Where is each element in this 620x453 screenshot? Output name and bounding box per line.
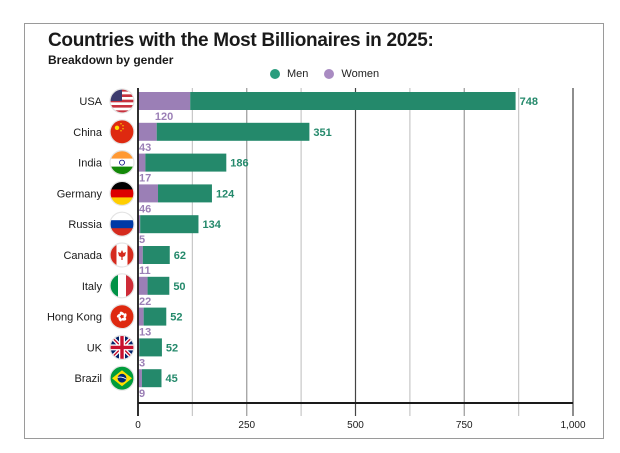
- bar-men-usa: [190, 92, 516, 110]
- data-label-women: 9: [139, 388, 145, 400]
- chart-subtitle: Breakdown by gender: [48, 53, 174, 67]
- bar-women-india: [138, 153, 146, 172]
- usa-flag-icon: [109, 88, 135, 114]
- legend-swatch-men: [270, 69, 280, 79]
- legend-item-women: Women: [324, 68, 379, 80]
- bar-men-china: [156, 122, 310, 141]
- data-label-women: 43: [139, 142, 151, 154]
- data-label-men: 62: [174, 250, 186, 262]
- data-label-women: 46: [139, 203, 151, 215]
- bar-women-china: [138, 122, 157, 141]
- category-label: Russia: [68, 219, 103, 231]
- russia-flag-icon: [109, 211, 135, 237]
- data-label-men: 748: [520, 96, 538, 108]
- bar-men-russia: [140, 215, 199, 234]
- chart-title: Countries with the Most Billionaires in …: [48, 30, 434, 51]
- china-flag-icon: [109, 119, 135, 145]
- bar-women-canada: [138, 246, 143, 264]
- category-label: India: [78, 158, 103, 170]
- category-label: Canada: [63, 250, 102, 262]
- data-label-men: 50: [173, 281, 185, 293]
- x-tick-label: 500: [347, 420, 364, 431]
- category-label: Hong Kong: [47, 312, 102, 324]
- legend: Men Women: [270, 68, 395, 80]
- category-label: UK: [87, 342, 103, 354]
- data-label-women: 120: [155, 111, 173, 123]
- x-tick-label: 250: [238, 420, 255, 431]
- data-label-women: 11: [139, 265, 151, 277]
- legend-swatch-women: [324, 69, 335, 79]
- canada-flag-icon: [109, 242, 135, 268]
- data-label-men: 52: [166, 342, 178, 354]
- category-label: Italy: [82, 281, 103, 293]
- bar-women-brazil: [138, 369, 142, 388]
- data-label-men: 186: [230, 158, 248, 170]
- x-tick-label: 1,000: [560, 420, 585, 431]
- data-label-men: 134: [202, 219, 221, 231]
- india-flag-icon: [109, 150, 135, 176]
- bar-women-italy: [138, 276, 148, 295]
- data-label-women: 5: [139, 234, 145, 246]
- legend-label-men: Men: [287, 68, 309, 80]
- category-label: Germany: [57, 188, 103, 200]
- bar-women-germany: [138, 184, 159, 203]
- data-label-women: 13: [139, 327, 151, 339]
- data-label-women: 3: [139, 357, 145, 369]
- brazil-flag-icon: [109, 365, 135, 391]
- x-tick-label: 750: [456, 420, 473, 431]
- legend-item-men: Men: [270, 68, 308, 80]
- italy-flag-icon: [109, 273, 135, 299]
- data-label-men: 351: [313, 127, 331, 139]
- data-label-men: 52: [170, 312, 182, 324]
- legend-label-women: Women: [341, 68, 380, 80]
- category-label: Brazil: [74, 373, 102, 385]
- bar-women-russia: [138, 215, 141, 234]
- bar-men-hong-kong: [143, 307, 167, 326]
- category-label: USA: [79, 96, 102, 108]
- bar-women-usa: [138, 92, 191, 110]
- bar-men-uk: [139, 338, 162, 357]
- bar-women-hong-kong: [138, 307, 144, 326]
- data-label-women: 22: [139, 296, 151, 308]
- bar-men-italy: [147, 276, 170, 295]
- bar-men-india: [145, 153, 227, 172]
- bar-men-germany: [158, 184, 212, 203]
- bar-men-canada: [142, 246, 170, 264]
- hong-kong-flag-icon: [109, 304, 135, 330]
- data-label-women: 17: [139, 173, 151, 185]
- category-label: China: [73, 127, 103, 139]
- germany-flag-icon: [109, 180, 135, 206]
- x-tick-label: 0: [135, 420, 141, 431]
- uk-flag-icon: [109, 334, 135, 360]
- data-label-men: 45: [165, 373, 177, 385]
- data-label-men: 124: [216, 188, 235, 200]
- bar-men-brazil: [141, 369, 162, 388]
